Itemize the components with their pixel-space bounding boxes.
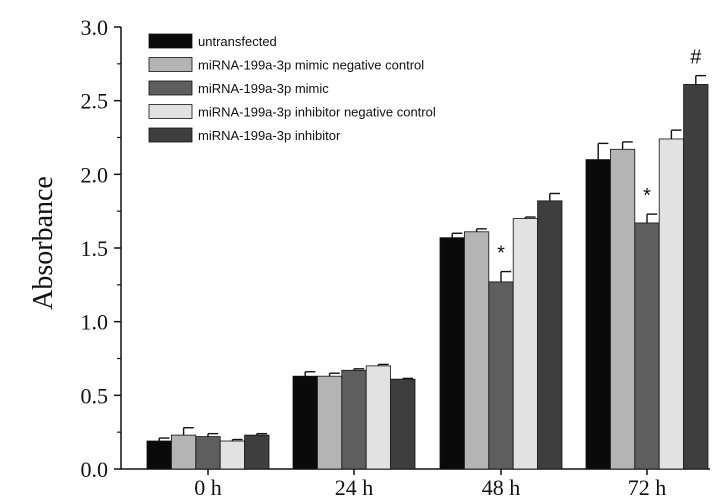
significance-marker: #	[690, 47, 702, 69]
bar	[658, 138, 685, 470]
legend-label: miRNA-199a-3p inhibitor negative control	[198, 105, 436, 120]
bar	[512, 218, 539, 470]
legend-label: miRNA-199a-3p mimic	[198, 81, 329, 96]
x-tick-label: 72 h	[628, 475, 667, 499]
bar	[365, 365, 392, 470]
legend-swatch	[148, 57, 193, 72]
legend-label: miRNA-199a-3p mimic negative control	[198, 58, 424, 73]
significance-marker: *	[643, 185, 651, 207]
x-tick-label: 48 h	[482, 475, 521, 499]
bar	[585, 159, 611, 470]
bar	[244, 434, 270, 470]
bar	[316, 375, 343, 470]
bar	[683, 84, 709, 470]
plot-area: 0.0 0.5 1.0 1.5 2.0 2.5 3.0 0 h 24 h 48 h 72 h * * # u…	[81, 15, 710, 499]
bar	[634, 222, 660, 470]
legend-label: miRNA-199a-3p inhibitor	[198, 128, 341, 143]
x-tick-label: 0 h	[194, 475, 222, 499]
bar	[463, 231, 490, 470]
bar	[488, 281, 514, 470]
bar	[292, 375, 318, 470]
legend-swatch	[148, 127, 193, 143]
y-tick-label: 1.5	[81, 236, 109, 261]
bar	[610, 148, 636, 470]
bar	[439, 237, 465, 470]
y-tick-label: 3.0	[81, 15, 109, 40]
legend-swatch	[148, 104, 193, 119]
y-tick-label: 0.0	[81, 457, 109, 482]
y-tick-label: 1.0	[81, 310, 109, 335]
bar	[219, 440, 245, 470]
bar	[390, 378, 416, 470]
bar	[170, 434, 197, 470]
legend-label: untransfected	[198, 34, 277, 49]
x-tick-label: 24 h	[335, 475, 374, 499]
y-tick-label: 0.5	[81, 383, 109, 408]
legend-swatch	[148, 33, 193, 49]
bar	[146, 440, 172, 470]
y-axis-title: Absorbance	[28, 176, 59, 310]
y-tick-label: 2.0	[81, 162, 109, 187]
bar	[195, 436, 221, 470]
legend-swatch	[148, 80, 193, 96]
significance-marker: *	[497, 243, 505, 265]
bar	[341, 369, 367, 470]
y-tick-label: 2.5	[81, 89, 109, 114]
bar	[537, 200, 563, 470]
